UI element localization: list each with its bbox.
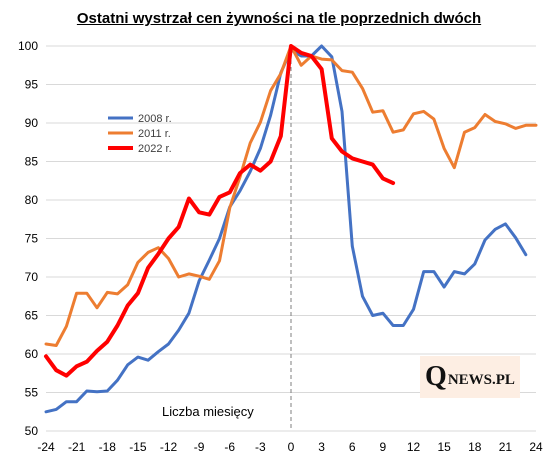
y-tick-label: 75: [25, 232, 39, 246]
x-tick-label: -9: [194, 440, 205, 454]
legend-label-2: 2011 r.: [138, 128, 171, 140]
x-tick-label: -24: [37, 440, 55, 454]
x-tick-label: 21: [499, 440, 513, 454]
x-tick-label: -21: [68, 440, 86, 454]
watermark-text: NEWS.PL: [447, 371, 515, 388]
x-tick-label: -6: [224, 440, 235, 454]
watermark-q: Q: [425, 361, 447, 392]
x-tick-label: 3: [318, 440, 325, 454]
watermark-logo: Q NEWS.PL: [420, 356, 520, 398]
y-tick-label: 100: [18, 39, 38, 53]
series-line-3: [44, 44, 396, 378]
x-tick-label: -12: [160, 440, 178, 454]
x-tick-label: 15: [437, 440, 451, 454]
x-tick-label: 6: [349, 440, 356, 454]
x-tick-label: 12: [407, 440, 421, 454]
legend-label-1: 2008 r.: [138, 113, 172, 125]
y-tick-label: 50: [25, 424, 39, 438]
y-tick-label: 90: [25, 116, 39, 130]
x-axis-label: Liczba miesięcy: [162, 404, 254, 419]
y-tick-label: 60: [25, 347, 39, 361]
legend-label-3: 2022 r.: [138, 143, 172, 155]
y-tick-label: 55: [25, 386, 39, 400]
x-tick-label: 24: [529, 440, 543, 454]
y-tick-label: 95: [25, 78, 39, 92]
x-tick-label: 9: [380, 440, 387, 454]
x-tick-label: 0: [288, 440, 295, 454]
y-tick-label: 80: [25, 193, 39, 207]
x-tick-label: -18: [99, 440, 117, 454]
y-tick-label: 65: [25, 309, 39, 323]
chart-title: Ostatni wystrzał cen żywności na tle pop…: [76, 10, 482, 27]
x-tick-label: -15: [129, 440, 147, 454]
y-tick-label: 70: [25, 270, 39, 284]
x-tick-label: 18: [468, 440, 482, 454]
x-tick-label: -3: [255, 440, 266, 454]
y-tick-label: 85: [25, 155, 39, 169]
